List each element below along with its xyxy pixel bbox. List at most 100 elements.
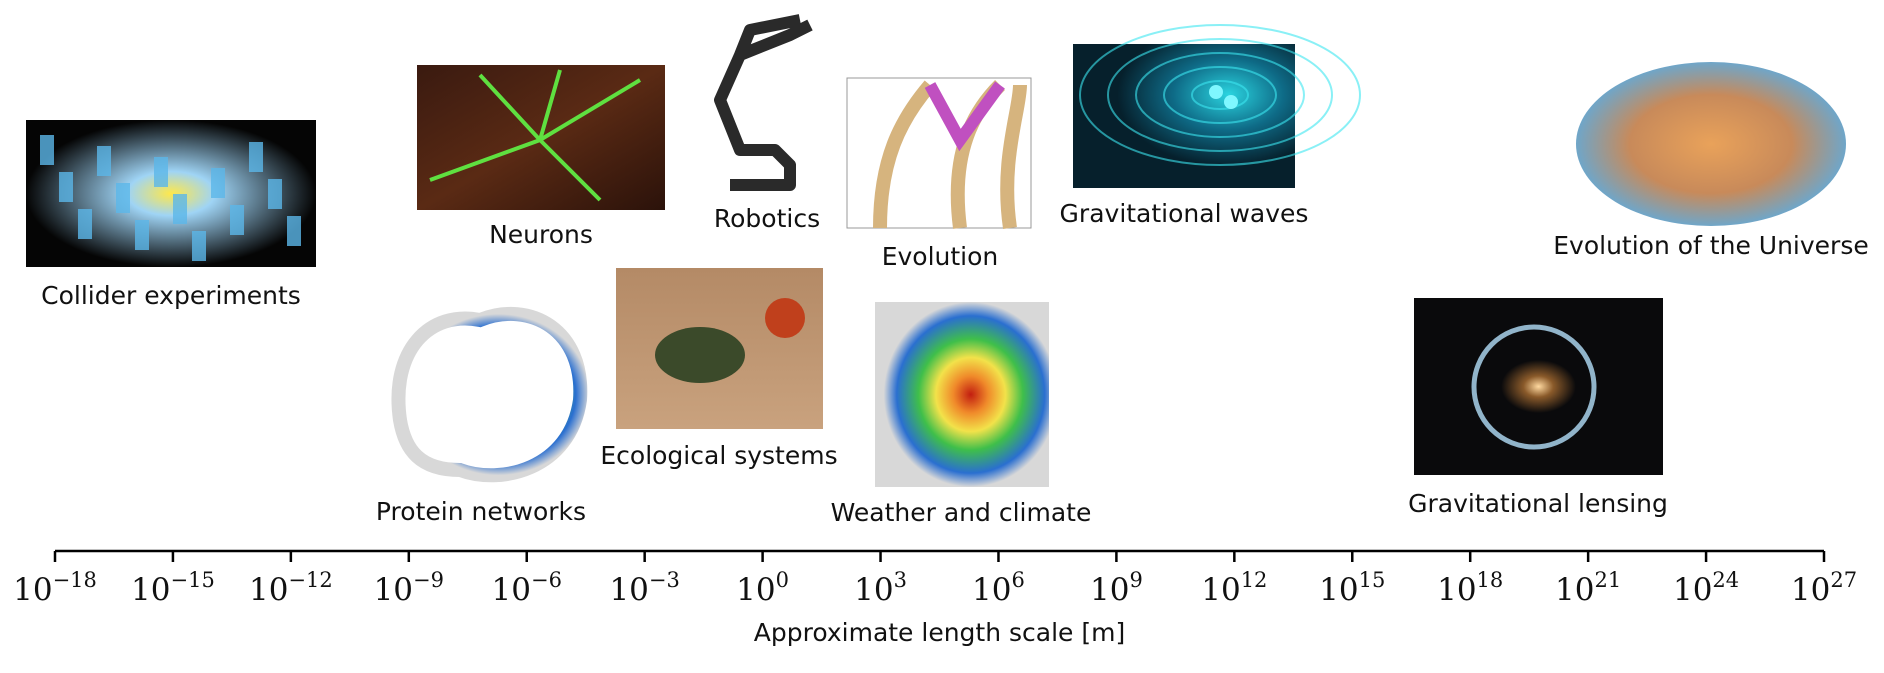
picture [26, 120, 316, 267]
tick-label: 10−9 [374, 568, 444, 608]
caption: Ecological systems [600, 441, 837, 470]
tick-exponent: −15 [170, 568, 214, 592]
picture-detail [655, 327, 745, 383]
tick-label: 1021 [1555, 568, 1621, 608]
caption: Robotics [714, 204, 820, 233]
item: Gravitational lensing [1408, 298, 1668, 518]
item: Collider experiments [26, 120, 316, 310]
caption: Neurons [489, 220, 593, 249]
tick-exponent: 24 [1712, 568, 1739, 592]
picture [875, 302, 1049, 487]
tick-exponent: 18 [1477, 568, 1504, 592]
tick-exponent: 21 [1594, 568, 1621, 592]
tick-base: 10 [1673, 572, 1712, 608]
tick-exponent: 0 [776, 568, 789, 592]
caption: Evolution [882, 242, 999, 271]
picture-detail [1471, 324, 1597, 450]
tick-exponent: −9 [413, 568, 444, 592]
item: Evolution [846, 77, 1032, 271]
picture-detail [924, 81, 1005, 152]
picture [391, 306, 588, 483]
tick-base: 10 [609, 572, 648, 608]
tick-exponent: −18 [53, 568, 97, 592]
tick-label: 10−12 [249, 568, 333, 608]
tick-base: 10 [972, 572, 1011, 608]
tick-exponent: 9 [1129, 568, 1142, 592]
tick-base: 10 [249, 572, 288, 608]
tick-base: 10 [492, 572, 531, 608]
tick-label: 1024 [1673, 568, 1739, 608]
tick-base: 10 [13, 572, 52, 608]
picture-detail [1107, 38, 1333, 152]
tick-exponent: −3 [649, 568, 680, 592]
tick-exponent: 27 [1830, 568, 1857, 592]
axis: 10−18 10−15 10−12 10−9 10−6 10−3 100 103 106 109 1… [13, 549, 1857, 647]
caption: Evolution of the Universe [1553, 231, 1868, 260]
picture-detail [1135, 52, 1305, 138]
tick-base: 10 [1319, 572, 1358, 608]
picture [714, 14, 813, 191]
picture [1576, 62, 1846, 226]
item: Protein networks [376, 306, 588, 526]
item: Weather and climate [831, 302, 1092, 527]
picture-detail [249, 142, 263, 172]
tick-label: 10−18 [13, 568, 97, 608]
item: Robotics [714, 14, 820, 233]
tick-label: 1018 [1437, 568, 1503, 608]
tick-base: 10 [1090, 572, 1129, 608]
tick-label: 103 [854, 568, 907, 608]
tick-exponent: −6 [531, 568, 562, 592]
caption: Collider experiments [41, 281, 301, 310]
tick-base: 10 [1791, 572, 1830, 608]
tick-label: 1015 [1319, 568, 1385, 608]
picture-detail [59, 172, 73, 202]
picture-detail [268, 179, 282, 209]
tick-base: 10 [131, 572, 170, 608]
picture-detail [78, 209, 92, 239]
picture-detail [40, 135, 54, 165]
tick-label: 1027 [1791, 568, 1857, 608]
tick-exponent: 15 [1359, 568, 1386, 592]
item: Neurons [417, 65, 665, 249]
tick-exponent: 6 [1012, 568, 1025, 592]
tick-base: 10 [1555, 572, 1594, 608]
picture-detail [154, 157, 168, 187]
caption: Gravitational lensing [1408, 489, 1668, 518]
tick-label: 106 [972, 568, 1025, 608]
picture-detail [287, 216, 301, 246]
tick-base: 10 [736, 572, 775, 608]
tick-label: 10−6 [492, 568, 562, 608]
picture-detail [135, 220, 149, 250]
picture-detail [1191, 80, 1249, 110]
picture-detail [97, 146, 111, 176]
tick-label: 10−3 [609, 568, 679, 608]
picture-detail [1163, 66, 1277, 124]
picture-detail [1224, 95, 1238, 109]
tick-base: 10 [374, 572, 413, 608]
tick-exponent: 12 [1241, 568, 1268, 592]
tick-exponent: 3 [894, 568, 907, 592]
tick-base: 10 [1201, 572, 1240, 608]
items: Collider experiments Neurons Robotics Evolu… [26, 14, 1869, 527]
tick-label: 1012 [1201, 568, 1267, 608]
item: Evolution of the Universe [1553, 62, 1869, 260]
picture-detail [192, 231, 206, 261]
picture-detail [429, 69, 642, 202]
tick-label: 100 [736, 568, 789, 608]
caption: Weather and climate [831, 498, 1092, 527]
picture-detail [1079, 24, 1361, 166]
axis-label: Approximate length scale [m] [754, 618, 1126, 647]
picture-detail [230, 205, 244, 235]
picture-detail [173, 194, 187, 224]
tick-base: 10 [1437, 572, 1476, 608]
item: Ecological systems [600, 268, 838, 470]
caption: Protein networks [376, 497, 586, 526]
picture-detail [765, 298, 805, 338]
tick-label: 10−15 [131, 568, 215, 608]
picture-detail [211, 168, 225, 198]
caption: Gravitational waves [1060, 199, 1309, 228]
picture-detail [1209, 85, 1223, 99]
item: Gravitational waves [1060, 24, 1361, 228]
tick-label: 109 [1090, 568, 1143, 608]
